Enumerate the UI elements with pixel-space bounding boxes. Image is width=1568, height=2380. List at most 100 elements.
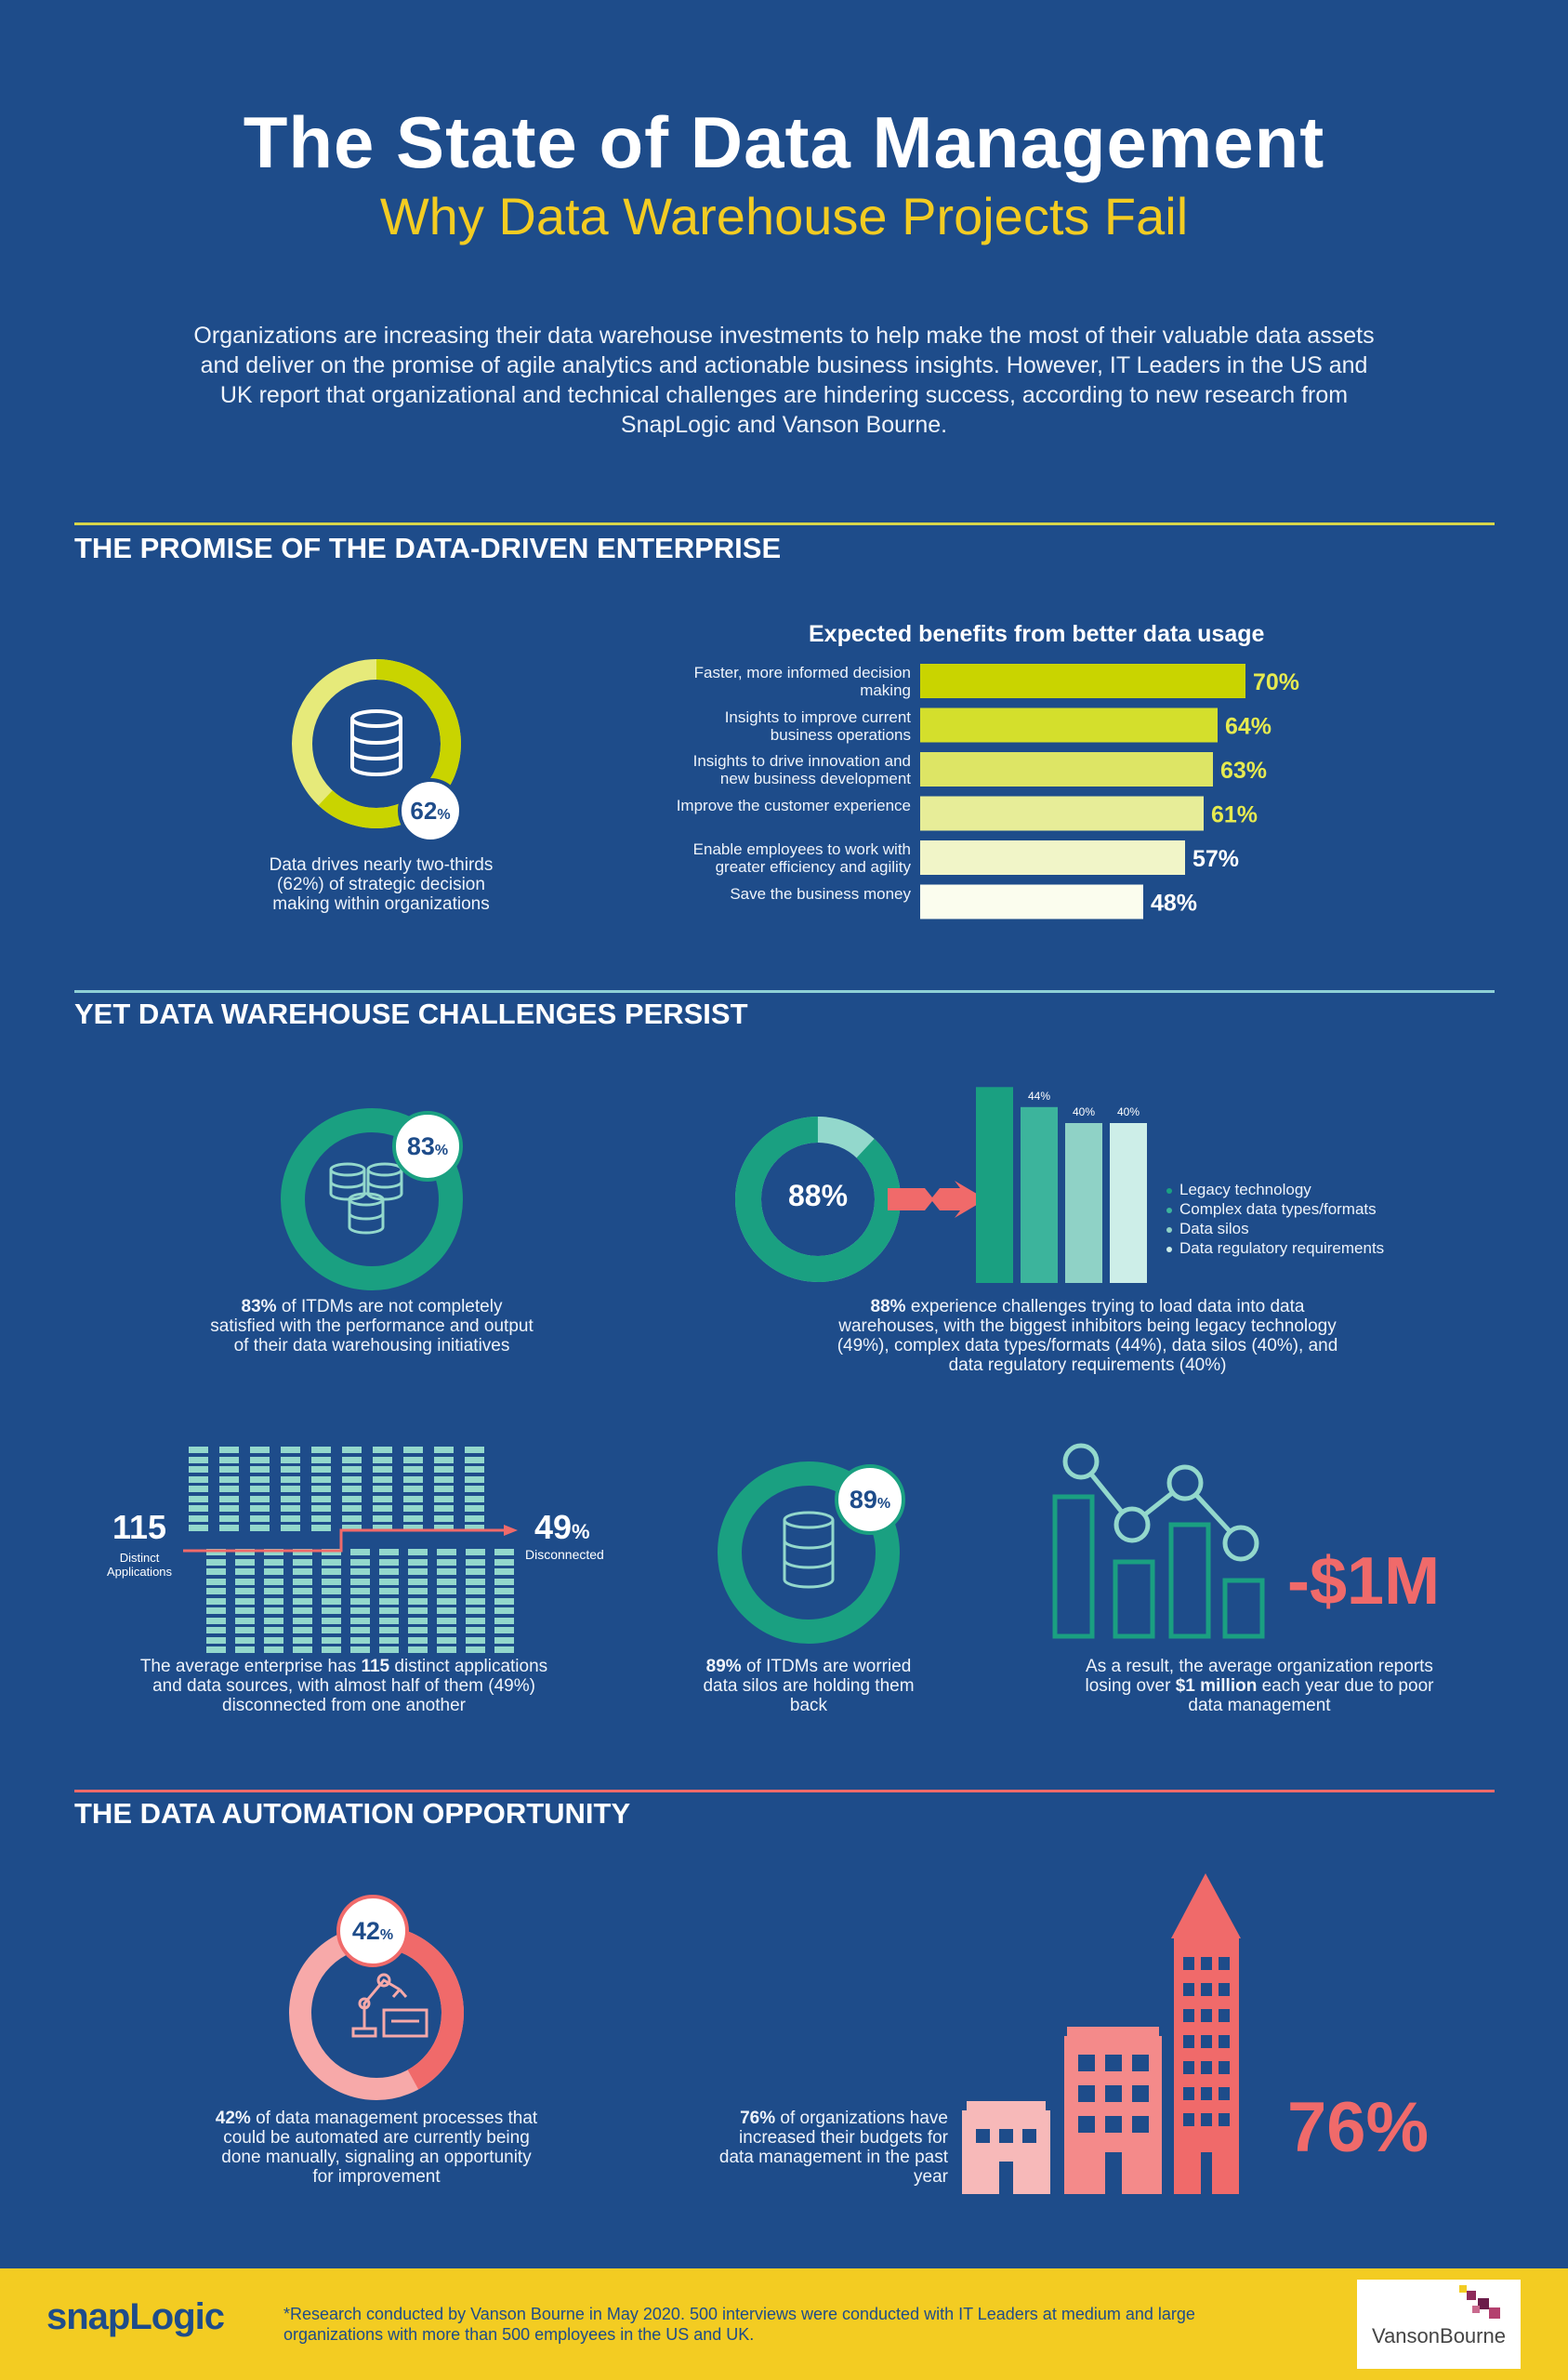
application-cell bbox=[311, 1505, 331, 1512]
application-cell bbox=[342, 1514, 362, 1522]
disconnected-value: 49% bbox=[534, 1508, 590, 1547]
application-cell bbox=[322, 1578, 341, 1585]
disconnected-label: Disconnected bbox=[525, 1547, 604, 1562]
application-cell bbox=[494, 1549, 514, 1555]
application-cell bbox=[437, 1617, 456, 1624]
apps-number: 115 bbox=[112, 1508, 167, 1546]
legend-label: Data silos bbox=[1179, 1220, 1249, 1237]
silos-badge-num: 89 bbox=[849, 1486, 877, 1514]
application-cell bbox=[373, 1525, 392, 1531]
challenges-caption: 88% experience challenges trying to load… bbox=[827, 1297, 1348, 1375]
application-cell bbox=[437, 1568, 456, 1575]
application-cell bbox=[403, 1466, 423, 1473]
application-cell bbox=[466, 1578, 485, 1585]
application-cell bbox=[350, 1646, 370, 1653]
application-cell bbox=[293, 1568, 312, 1575]
vansonbourne-logo-box bbox=[1357, 2280, 1521, 2369]
benefits-chart: 70% 64% 63% 61% 57% 48% bbox=[920, 664, 1299, 919]
application-cell bbox=[350, 1578, 370, 1585]
application-cell bbox=[189, 1475, 208, 1483]
automation-badge-num: 42 bbox=[351, 1917, 380, 1945]
application-cell bbox=[466, 1646, 485, 1653]
apps-caption-b: distinct applications and data sources, … bbox=[152, 1657, 548, 1715]
application-cell bbox=[293, 1636, 312, 1644]
application-cell bbox=[189, 1525, 208, 1531]
application-cell bbox=[434, 1456, 454, 1463]
application-cell bbox=[434, 1514, 454, 1522]
application-cell bbox=[206, 1568, 226, 1575]
challenges-legend: Legacy technology Complex data types/form… bbox=[1166, 1181, 1384, 1259]
application-cell bbox=[250, 1505, 270, 1512]
application-cell bbox=[373, 1495, 392, 1502]
itdm-caption-text: of ITDMs are not completely satisfied wi… bbox=[210, 1297, 534, 1355]
itdm-donut bbox=[281, 1108, 463, 1290]
apps-label: Distinct Applications bbox=[106, 1551, 173, 1579]
application-cell bbox=[322, 1568, 341, 1575]
application-cell bbox=[494, 1607, 514, 1614]
section3-heading: THE DATA AUTOMATION OPPORTUNITY bbox=[74, 1797, 631, 1830]
application-cell bbox=[465, 1466, 484, 1473]
application-cell bbox=[379, 1558, 399, 1566]
application-cell bbox=[350, 1627, 370, 1633]
application-cell bbox=[281, 1495, 300, 1502]
page-title: The State of Data Management bbox=[243, 101, 1325, 183]
application-cell bbox=[434, 1466, 454, 1473]
application-cell bbox=[342, 1505, 362, 1512]
automation-badge: 42% bbox=[336, 1895, 409, 1967]
legend-label: Legacy technology bbox=[1179, 1181, 1311, 1198]
application-cell bbox=[379, 1646, 399, 1653]
application-cell bbox=[403, 1505, 423, 1512]
decision-donut bbox=[292, 659, 461, 828]
automation-caption: 42% of data management processes that co… bbox=[209, 2109, 544, 2187]
application-cell bbox=[466, 1627, 485, 1633]
application-cell bbox=[206, 1578, 226, 1585]
application-cell bbox=[189, 1486, 208, 1492]
application-cell bbox=[235, 1578, 255, 1585]
application-cell bbox=[408, 1568, 428, 1575]
application-cell bbox=[322, 1636, 341, 1644]
application-cell bbox=[350, 1549, 370, 1555]
application-cell bbox=[465, 1495, 484, 1502]
challenge-bar bbox=[1021, 1106, 1058, 1283]
application-cell bbox=[264, 1646, 283, 1653]
application-cell bbox=[466, 1558, 485, 1566]
application-cell bbox=[189, 1456, 208, 1463]
application-cell bbox=[281, 1486, 300, 1492]
intro-paragraph: Organizations are increasing their data … bbox=[193, 323, 1375, 438]
application-cell bbox=[373, 1466, 392, 1473]
application-cell bbox=[466, 1636, 485, 1644]
application-cell bbox=[465, 1447, 484, 1453]
application-cell bbox=[311, 1486, 331, 1492]
application-cell bbox=[322, 1558, 341, 1566]
application-cell bbox=[189, 1447, 208, 1453]
application-cell bbox=[311, 1525, 331, 1531]
application-cell bbox=[408, 1636, 428, 1644]
application-cell bbox=[494, 1617, 514, 1624]
loss-caption: As a result, the average organization re… bbox=[1074, 1657, 1445, 1715]
application-cell bbox=[342, 1495, 362, 1502]
legend-item: Legacy technology bbox=[1166, 1181, 1384, 1200]
legend-item: Data silos bbox=[1166, 1220, 1384, 1239]
application-cell bbox=[466, 1588, 485, 1594]
application-cell bbox=[434, 1447, 454, 1453]
decision-badge-num: 62 bbox=[410, 797, 438, 825]
application-cell bbox=[281, 1514, 300, 1522]
silos-donut bbox=[718, 1461, 900, 1644]
application-cell bbox=[465, 1456, 484, 1463]
application-cell bbox=[281, 1475, 300, 1483]
benefit-value: 63% bbox=[1220, 758, 1267, 784]
application-cell bbox=[379, 1588, 399, 1594]
application-cell bbox=[494, 1568, 514, 1575]
application-cell bbox=[281, 1456, 300, 1463]
application-cell bbox=[466, 1597, 485, 1605]
application-cell bbox=[219, 1525, 239, 1531]
application-cell bbox=[373, 1456, 392, 1463]
vansonbourne-logo: VansonBourne bbox=[1372, 2324, 1506, 2347]
application-cell bbox=[437, 1627, 456, 1633]
itdm-caption-bold: 83% bbox=[241, 1297, 277, 1316]
application-cell bbox=[235, 1568, 255, 1575]
application-cell bbox=[322, 1588, 341, 1594]
application-cell bbox=[219, 1456, 239, 1463]
legend-dot bbox=[1166, 1246, 1172, 1252]
application-cell bbox=[408, 1646, 428, 1653]
